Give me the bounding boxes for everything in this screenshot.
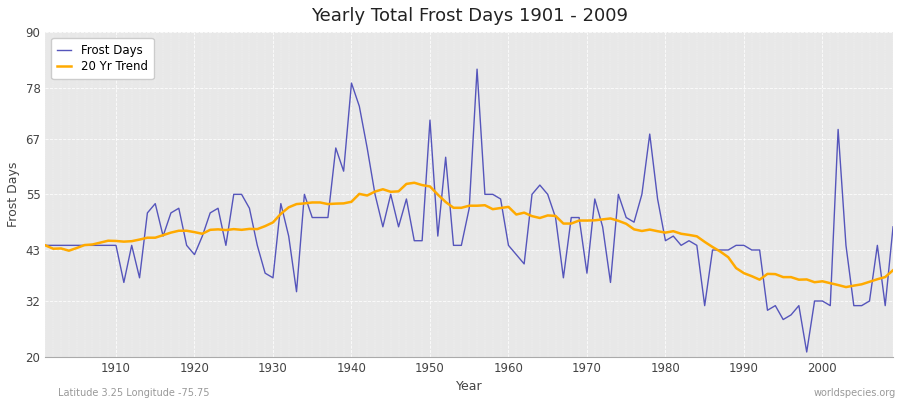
Frost Days — [801, 350, 812, 354]
20 Yr Trend — [40, 243, 50, 248]
Text: worldspecies.org: worldspecies.org — [814, 388, 896, 398]
X-axis label: Year: Year — [456, 380, 482, 393]
20 Yr Trend — [503, 204, 514, 209]
20 Yr Trend — [103, 238, 113, 243]
20 Yr Trend — [275, 212, 286, 216]
Frost Days — [472, 67, 482, 72]
Y-axis label: Frost Days: Frost Days — [7, 162, 20, 227]
20 Yr Trend — [511, 212, 522, 217]
Frost Days — [322, 215, 333, 220]
Legend: Frost Days, 20 Yr Trend: Frost Days, 20 Yr Trend — [51, 38, 154, 79]
20 Yr Trend — [605, 216, 616, 221]
Line: 20 Yr Trend: 20 Yr Trend — [45, 183, 893, 287]
Frost Days — [503, 243, 514, 248]
Frost Days — [511, 252, 522, 257]
Frost Days — [887, 224, 898, 229]
Frost Days — [275, 201, 286, 206]
20 Yr Trend — [841, 285, 851, 290]
20 Yr Trend — [322, 202, 333, 206]
20 Yr Trend — [409, 180, 419, 185]
Title: Yearly Total Frost Days 1901 - 2009: Yearly Total Frost Days 1901 - 2009 — [310, 7, 627, 25]
Frost Days — [605, 280, 616, 285]
Frost Days — [40, 243, 50, 248]
Frost Days — [103, 243, 113, 248]
Text: Latitude 3.25 Longitude -75.75: Latitude 3.25 Longitude -75.75 — [58, 388, 210, 398]
20 Yr Trend — [887, 268, 898, 273]
Line: Frost Days: Frost Days — [45, 69, 893, 352]
